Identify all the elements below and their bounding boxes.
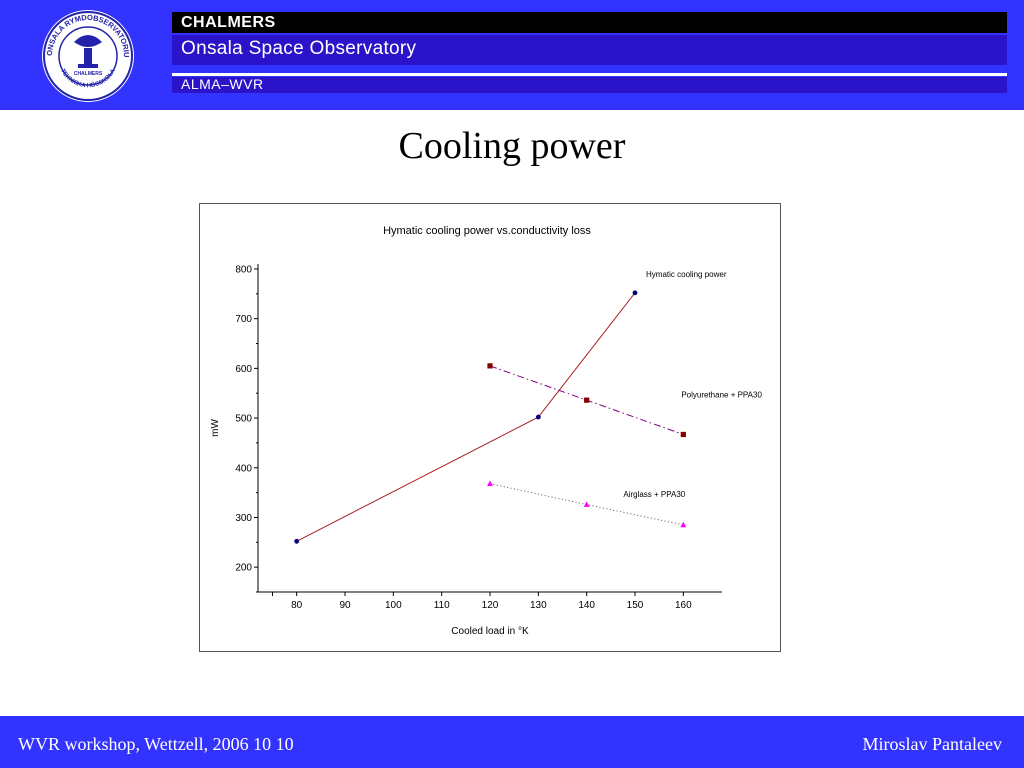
y-tick-label: 200 (235, 563, 252, 574)
y-tick-label: 500 (235, 414, 252, 425)
series-line (296, 292, 636, 542)
footer-bar: WVR workshop, Wettzell, 2006 10 10 Miros… (0, 716, 1024, 768)
data-point (680, 431, 686, 438)
x-tick-label: 120 (482, 600, 499, 611)
banner-row-1: CHALMERS (172, 12, 1007, 33)
banner-row-2: Onsala Space Observatory (172, 35, 1007, 65)
data-point (632, 290, 638, 296)
slide-title: Cooling power (398, 125, 626, 167)
header-bar: ONSALA RYMDOBSERVATORIUM TEKNISKA HÖGSKO… (0, 0, 1024, 110)
chalmers-banner: CHALMERS Onsala Space Observatory ALMA–W… (172, 12, 1007, 93)
chart-title: Hymatic cooling power vs.conductivity lo… (383, 225, 591, 237)
y-tick-label: 800 (235, 264, 252, 275)
data-point (583, 501, 590, 507)
x-tick-label: 80 (291, 600, 303, 611)
x-tick-label: 90 (339, 600, 351, 611)
banner-alma-wvr: ALMA–WVR (181, 76, 264, 92)
banner-row-3: ALMA–WVR (172, 77, 1007, 93)
logo-text-center: CHALMERS (74, 71, 103, 77)
footer-author: Miroslav Pantaleev (862, 734, 1002, 754)
x-tick-label: 100 (385, 600, 402, 611)
chart-frame: Hymatic cooling power vs.conductivity lo… (199, 203, 781, 652)
cooling-power-chart: Hymatic cooling power vs.conductivity lo… (210, 225, 762, 637)
series-label: Airglass + PPA30 (623, 490, 685, 499)
y-tick-label: 300 (235, 513, 252, 524)
data-point (680, 521, 687, 528)
banner-chalmers: CHALMERS (181, 14, 276, 31)
footer-event: WVR workshop, Wettzell, 2006 10 10 (18, 734, 294, 754)
series-label: Hymatic cooling power (646, 270, 727, 279)
data-point (487, 480, 493, 487)
data-point (294, 538, 300, 544)
data-point (487, 363, 493, 369)
x-tick-label: 160 (675, 600, 692, 611)
x-tick-label: 110 (434, 600, 450, 611)
x-tick-label: 130 (530, 600, 547, 611)
series-label: Polyurethane + PPA30 (681, 390, 762, 399)
onsala-observatory-logo: ONSALA RYMDOBSERVATORIUM TEKNISKA HÖGSKO… (38, 8, 134, 102)
banner-divider (172, 73, 1007, 76)
x-tick-label: 140 (578, 600, 595, 611)
axes-group: 200 300 400 500 600 700 800 80 90 100 110 120 130 140… (235, 264, 722, 611)
y-tick-label: 700 (235, 314, 252, 325)
y-axis-label: mW (210, 419, 221, 437)
y-tick-label: 600 (235, 364, 252, 375)
x-axis-label: Cooled load in °K (451, 626, 529, 637)
x-tick-label: 150 (627, 600, 644, 611)
y-tick-label: 400 (235, 463, 252, 474)
series-layer: Hymatic cooling power Polyurethane + PPA3… (294, 270, 762, 544)
data-point (584, 397, 590, 403)
banner-observatory: Onsala Space Observatory (181, 38, 417, 59)
data-point (535, 414, 541, 420)
